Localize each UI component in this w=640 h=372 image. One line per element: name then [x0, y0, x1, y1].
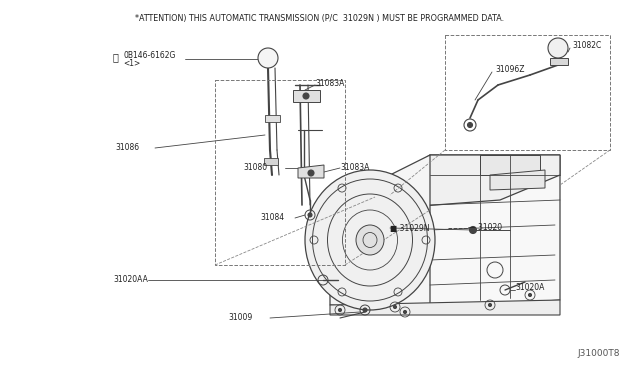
Polygon shape	[264, 158, 278, 165]
Text: J31000T8: J31000T8	[577, 349, 620, 358]
Text: — 31020: — 31020	[468, 224, 502, 232]
Text: 31009: 31009	[228, 314, 252, 323]
Circle shape	[548, 38, 568, 58]
Circle shape	[529, 294, 531, 296]
Text: ■ 31029N: ■ 31029N	[390, 224, 429, 232]
Text: 31086: 31086	[115, 144, 139, 153]
Circle shape	[363, 308, 367, 312]
Circle shape	[339, 308, 342, 311]
Circle shape	[470, 227, 477, 234]
Text: 31020AA: 31020AA	[113, 276, 148, 285]
Ellipse shape	[356, 225, 384, 255]
Polygon shape	[420, 155, 560, 310]
Text: 31096Z: 31096Z	[495, 65, 525, 74]
Polygon shape	[550, 58, 568, 65]
Text: 31084: 31084	[260, 214, 284, 222]
Polygon shape	[293, 90, 320, 102]
Polygon shape	[330, 155, 430, 310]
Polygon shape	[298, 165, 324, 178]
Circle shape	[258, 48, 278, 68]
Circle shape	[467, 122, 472, 128]
Text: Ⓑ: Ⓑ	[113, 52, 119, 62]
Text: 31082C: 31082C	[572, 41, 601, 49]
Text: 31080: 31080	[243, 164, 267, 173]
Text: *ATTENTION) THIS AUTOMATIC TRANSMISSION (P/C  31029N ) MUST BE PROGRAMMED DATA.: *ATTENTION) THIS AUTOMATIC TRANSMISSION …	[136, 14, 504, 23]
Polygon shape	[265, 115, 280, 122]
Polygon shape	[330, 300, 560, 315]
Text: 31083A: 31083A	[315, 78, 344, 87]
Bar	[215, 80, 345, 265]
Circle shape	[394, 305, 397, 308]
Polygon shape	[480, 155, 540, 175]
Polygon shape	[370, 155, 560, 210]
Text: 31083A: 31083A	[340, 164, 369, 173]
Text: 31020A: 31020A	[515, 283, 545, 292]
Text: <1>: <1>	[123, 60, 140, 68]
Circle shape	[488, 304, 492, 307]
Bar	[445, 35, 610, 150]
Circle shape	[308, 170, 314, 176]
Circle shape	[308, 213, 312, 217]
Ellipse shape	[305, 170, 435, 310]
Circle shape	[403, 311, 406, 314]
Text: 0B146-6162G: 0B146-6162G	[123, 51, 175, 60]
Circle shape	[303, 93, 309, 99]
Polygon shape	[490, 170, 545, 190]
